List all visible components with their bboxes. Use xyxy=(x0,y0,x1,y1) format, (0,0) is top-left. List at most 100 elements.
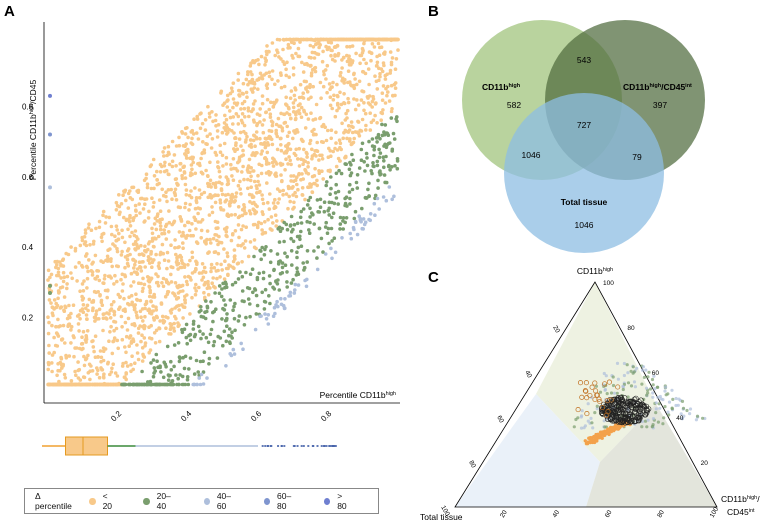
scatter-point xyxy=(289,40,294,45)
scatter-point xyxy=(46,331,51,336)
ternary-point xyxy=(600,436,604,440)
scatter-point xyxy=(328,192,332,196)
scatter-point xyxy=(89,228,94,232)
ternary-right-label-1: CD11bhigh/ xyxy=(721,494,760,504)
scatter-point xyxy=(73,246,78,251)
scatter-point xyxy=(220,192,225,197)
scatter-point xyxy=(176,261,181,266)
scatter-point xyxy=(171,265,175,270)
scatter-point xyxy=(190,136,194,141)
ternary-point xyxy=(619,409,625,415)
scatter-point xyxy=(288,199,293,204)
scatter-point xyxy=(108,316,113,320)
scatter-point xyxy=(124,334,129,339)
scatter-point xyxy=(186,263,190,267)
scatter-point xyxy=(62,308,66,313)
scatter-point xyxy=(278,189,282,193)
scatter-point xyxy=(154,352,159,357)
scatter-point xyxy=(162,154,166,158)
scatter-point xyxy=(167,220,172,225)
scatter-point xyxy=(119,277,123,282)
scatter-point xyxy=(224,339,229,344)
ternary-point xyxy=(604,374,608,378)
scatter-point xyxy=(158,224,163,228)
scatter-point xyxy=(115,249,120,254)
scatter-point xyxy=(288,290,293,295)
ternary-point xyxy=(591,426,595,430)
scatter-point xyxy=(311,84,316,89)
scatter-point xyxy=(182,366,187,371)
scatter-point xyxy=(286,206,290,211)
scatter-point xyxy=(239,107,243,111)
scatter-point xyxy=(208,332,213,337)
scatter-point xyxy=(101,349,106,354)
scatter-point xyxy=(139,243,143,248)
scatter-point xyxy=(84,306,88,311)
ternary-point xyxy=(575,407,581,413)
scatter-point xyxy=(99,355,104,360)
scatter-point xyxy=(312,249,316,253)
scatter-point xyxy=(274,122,279,127)
scatter-point xyxy=(84,264,89,269)
scatter-point xyxy=(285,124,290,129)
scatter-point xyxy=(80,235,84,240)
scatter-point xyxy=(245,95,249,99)
scatter-point xyxy=(323,252,328,256)
scatter-point xyxy=(201,382,206,386)
scatter-point xyxy=(320,157,325,161)
scatter-point xyxy=(115,279,119,284)
ternary-point xyxy=(607,415,613,421)
scatter-point xyxy=(134,310,138,315)
scatter-point xyxy=(287,75,292,79)
scatter-point xyxy=(336,202,341,206)
ternary-point xyxy=(626,371,630,375)
scatter-point xyxy=(165,199,169,204)
scatter-point xyxy=(142,326,147,331)
scatter-point xyxy=(324,44,328,49)
ternary-point xyxy=(574,417,578,422)
ternary-point xyxy=(594,392,601,398)
scatter-point xyxy=(180,173,184,178)
scatter-point xyxy=(273,205,278,210)
x-axis-label: Percentile CD11bhigh xyxy=(320,390,396,400)
scatter-point xyxy=(291,73,296,77)
scatter-point xyxy=(219,187,224,191)
scatter-point xyxy=(109,324,113,329)
scatter-point xyxy=(174,198,179,202)
scatter-point xyxy=(90,300,94,304)
scatter-point xyxy=(224,162,229,166)
scatter-point xyxy=(202,190,207,195)
scatter-point xyxy=(124,360,128,365)
scatter-point xyxy=(224,229,229,234)
scatter-point xyxy=(382,130,386,134)
scatter-point xyxy=(128,196,133,200)
scatter-point xyxy=(346,130,351,134)
scatter-point xyxy=(88,377,92,382)
scatter-point xyxy=(304,112,309,117)
scatter-point xyxy=(341,227,346,231)
scatter-point xyxy=(152,222,157,226)
scatter-point xyxy=(326,40,331,44)
scatter-point xyxy=(92,289,97,294)
scatter-point xyxy=(350,44,355,48)
scatter-point xyxy=(131,257,135,262)
scatter-point xyxy=(266,322,271,326)
scatter-point xyxy=(159,250,163,255)
scatter-point xyxy=(367,139,371,144)
scatter-point xyxy=(50,361,54,365)
scatter-point xyxy=(65,282,69,286)
scatter-point xyxy=(356,120,361,124)
ternary-point xyxy=(694,418,698,422)
scatter-point xyxy=(209,262,214,267)
ternary-point xyxy=(609,391,614,395)
scatter-point xyxy=(262,307,267,311)
scatter-point xyxy=(349,236,354,241)
scatter-point xyxy=(290,186,294,190)
scatter-point xyxy=(81,310,86,315)
scatter-point xyxy=(160,281,164,285)
scatter-point xyxy=(337,138,342,142)
scatter-point xyxy=(233,229,238,233)
scatter-point xyxy=(178,373,182,377)
scatter-point xyxy=(211,119,215,124)
scatter-point xyxy=(307,231,312,235)
